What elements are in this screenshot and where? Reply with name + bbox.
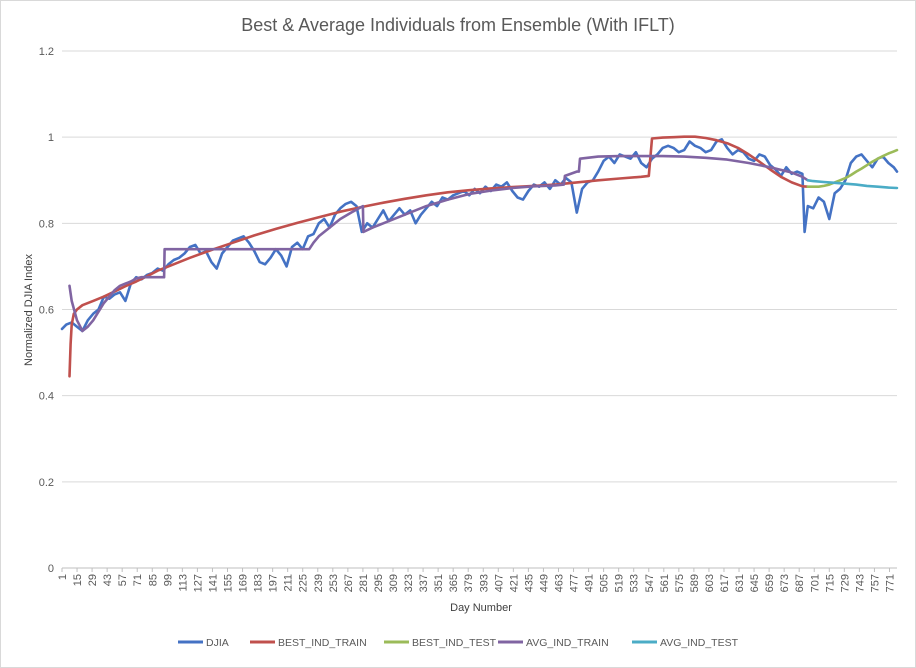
x-tick-label: 1	[57, 574, 69, 580]
x-tick-label: 393	[478, 574, 490, 592]
x-tick-label: 85	[147, 574, 159, 586]
x-tick-label: 561	[659, 574, 671, 592]
y-tick-label: 0.2	[39, 477, 54, 489]
x-tick-label: 687	[794, 574, 806, 592]
series-line-avg-ind-test	[806, 179, 899, 190]
legend: DJIA BEST_IND_TRAIN BEST_IND_TEST AVG_IND_T…	[178, 637, 739, 649]
x-tick-label: 519	[614, 574, 626, 592]
x-tick-label: 267	[343, 574, 355, 592]
x-tick-label: 211	[283, 574, 295, 592]
y-axis-label: Normalized DJIA Index	[23, 254, 35, 366]
x-tick-label: 281	[358, 574, 370, 592]
x-tick-label: 463	[553, 574, 565, 592]
x-tick-label: 673	[779, 574, 791, 592]
x-tick-label: 407	[493, 574, 505, 592]
legend-label: BEST_IND_TRAIN	[278, 637, 367, 649]
y-tick-label: 1.2	[39, 46, 54, 58]
x-tick-label: 505	[599, 574, 611, 592]
x-tick-label: 421	[508, 574, 520, 592]
x-tick-label: 491	[584, 574, 596, 592]
x-tick-label: 225	[298, 574, 310, 592]
x-tick-label: 603	[704, 574, 716, 592]
x-tick-label: 645	[749, 574, 761, 592]
x-tick-label: 771	[884, 574, 896, 592]
y-tick-label: 0.8	[39, 218, 54, 230]
x-tick-label: 337	[418, 574, 430, 592]
series-lines	[60, 135, 899, 378]
series-line-best-ind-test	[806, 148, 899, 188]
x-tick-label: 659	[764, 574, 776, 592]
y-tick-label: 0.4	[39, 391, 54, 403]
x-tick-label: 589	[689, 574, 701, 592]
x-tick-label: 113	[177, 574, 189, 592]
legend-label: AVG_IND_TEST	[660, 637, 739, 649]
x-tick-label: 365	[448, 574, 460, 592]
x-tick-label: 141	[207, 574, 219, 592]
x-tick-label: 379	[463, 574, 475, 592]
x-tick-label: 239	[313, 574, 325, 592]
chart-title: Best & Average Individuals from Ensemble…	[241, 15, 675, 35]
x-tick-label: 449	[538, 574, 550, 592]
series-line-avg-ind-train	[68, 154, 810, 333]
legend-label: BEST_IND_TEST	[412, 637, 497, 649]
x-tick-label: 127	[192, 574, 204, 592]
x-tick-label: 631	[734, 574, 746, 592]
x-tick-label: 253	[328, 574, 340, 592]
x-tick-label: 617	[719, 574, 731, 592]
x-tick-label: 15	[72, 574, 84, 586]
x-tick-label: 197	[268, 574, 280, 592]
x-tick-label: 99	[162, 574, 174, 586]
x-tick-label: 435	[523, 574, 535, 592]
x-tick-label: 29	[87, 574, 99, 586]
y-axis-ticks: 0 0.2 0.4 0.6 0.8 1 1.2	[39, 46, 54, 575]
x-tick-label: 71	[132, 574, 144, 586]
x-tick-label: 169	[238, 574, 250, 592]
series-line-best-ind-train	[68, 135, 810, 378]
x-tick-label: 155	[222, 574, 234, 592]
x-tick-label: 295	[373, 574, 385, 592]
y-tick-label: 0	[48, 563, 54, 575]
x-tick-label: 575	[674, 574, 686, 592]
x-tick-label: 715	[824, 574, 836, 592]
x-tick-label: 533	[629, 574, 641, 592]
x-tick-label: 547	[644, 574, 656, 592]
y-tick-label: 1	[48, 132, 54, 144]
x-axis-ticks: 1 15 29 43 57 71 85 99 113 127 141 155 169 183 197 211 2…	[57, 568, 896, 592]
x-tick-label: 43	[102, 574, 114, 586]
legend-label: AVG_IND_TRAIN	[526, 637, 609, 649]
x-tick-label: 757	[869, 574, 881, 592]
x-tick-label: 729	[839, 574, 851, 592]
x-tick-label: 323	[403, 574, 415, 592]
x-tick-label: 743	[854, 574, 866, 592]
x-tick-label: 57	[117, 574, 129, 586]
x-tick-label: 309	[388, 574, 400, 592]
x-tick-label: 701	[809, 574, 821, 592]
y-tick-label: 0.6	[39, 305, 54, 317]
x-axis-label: Day Number	[450, 602, 512, 614]
x-tick-label: 477	[569, 574, 581, 592]
gridlines	[62, 50, 897, 569]
x-tick-label: 351	[433, 574, 445, 592]
x-tick-label: 183	[253, 574, 265, 592]
legend-label: DJIA	[206, 637, 229, 649]
